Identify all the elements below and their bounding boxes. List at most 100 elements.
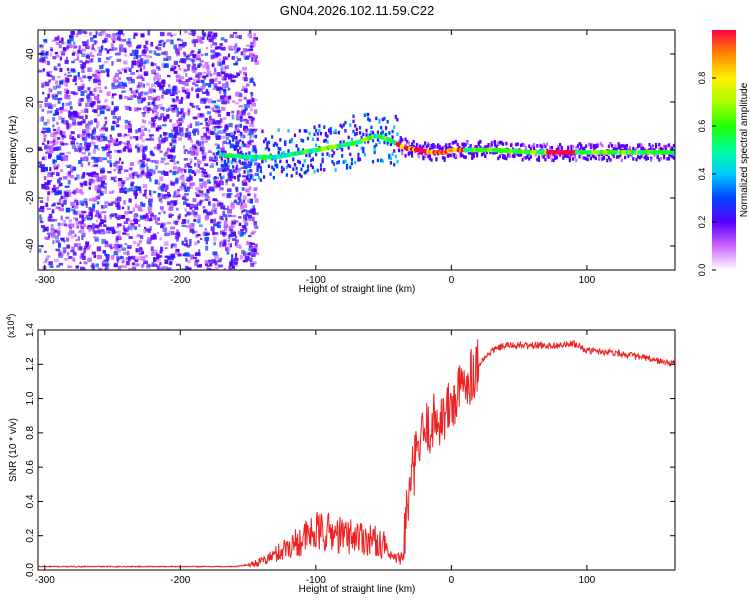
noise-cell xyxy=(178,99,183,104)
bottom-x-tick-label: -300 xyxy=(35,575,55,586)
noise-cell xyxy=(123,54,128,57)
noise-cell xyxy=(138,127,142,133)
noise-cell xyxy=(179,119,184,123)
envelope-cell xyxy=(350,137,354,142)
noise-cell xyxy=(164,91,169,95)
noise-cell xyxy=(99,47,103,50)
noise-cell xyxy=(50,190,53,194)
noise-cell xyxy=(247,234,252,238)
noise-cell xyxy=(86,142,92,148)
envelope-cell xyxy=(341,148,344,152)
noise-cell xyxy=(49,52,53,57)
noise-cell xyxy=(175,132,180,136)
noise-cell xyxy=(103,214,107,220)
envelope-cell xyxy=(345,163,349,168)
noise-cell xyxy=(129,162,135,166)
noise-cell xyxy=(43,176,47,181)
noise-cell xyxy=(200,137,205,141)
envelope-cell xyxy=(279,138,282,142)
noise-cell xyxy=(184,237,188,242)
noise-cell xyxy=(158,103,163,109)
envelope-cell xyxy=(495,144,498,149)
colorbar-tick-label: 0.8 xyxy=(697,72,707,85)
noise-cell xyxy=(204,198,209,201)
noise-cell xyxy=(57,97,63,101)
noise-cell xyxy=(213,207,217,211)
envelope-cell xyxy=(557,145,560,149)
noise-cell xyxy=(241,209,245,212)
noise-cell xyxy=(207,196,211,201)
envelope-cell xyxy=(663,153,666,157)
noise-cell xyxy=(251,103,257,107)
envelope-cell xyxy=(492,151,495,155)
noise-cell xyxy=(118,236,121,239)
noise-cell xyxy=(93,230,97,235)
noise-cell xyxy=(206,70,210,76)
envelope-cell xyxy=(315,152,318,157)
noise-cell xyxy=(128,173,133,177)
envelope-cell xyxy=(479,145,482,150)
noise-cell xyxy=(64,88,69,94)
noise-cell xyxy=(87,87,91,91)
envelope-cell xyxy=(282,150,285,155)
noise-cell xyxy=(228,48,234,51)
noise-cell xyxy=(68,256,73,259)
noise-cell xyxy=(241,249,245,255)
noise-cell xyxy=(104,127,108,132)
noise-cell xyxy=(199,60,204,63)
noise-cell xyxy=(66,79,70,83)
noise-cell xyxy=(216,146,221,150)
noise-cell xyxy=(176,111,180,117)
noise-cell xyxy=(172,144,176,149)
envelope-cell xyxy=(430,145,433,150)
noise-cell xyxy=(205,46,209,50)
noise-cell xyxy=(211,120,217,123)
noise-cell xyxy=(95,230,101,233)
envelope-cell xyxy=(344,129,347,133)
noise-cell xyxy=(66,224,69,227)
noise-cell xyxy=(138,224,141,227)
noise-cell xyxy=(114,79,119,84)
noise-cell xyxy=(151,83,156,88)
envelope-cell xyxy=(472,154,475,159)
envelope-cell xyxy=(264,146,267,151)
noise-cell xyxy=(139,188,142,194)
noise-cell xyxy=(205,241,208,245)
noise-cell xyxy=(102,146,105,152)
noise-cell xyxy=(102,136,108,142)
noise-cell xyxy=(122,33,125,36)
noise-cell xyxy=(209,263,213,267)
envelope-cell xyxy=(375,116,378,121)
noise-cell xyxy=(175,98,181,103)
noise-cell xyxy=(136,148,140,153)
envelope-cell xyxy=(624,155,627,160)
noise-cell xyxy=(128,143,132,149)
noise-cell xyxy=(106,227,112,231)
noise-cell xyxy=(254,198,259,203)
noise-cell xyxy=(43,155,47,161)
noise-cell xyxy=(114,243,120,249)
noise-cell xyxy=(249,122,255,128)
noise-cell xyxy=(219,118,223,123)
noise-cell xyxy=(65,164,70,167)
noise-cell xyxy=(70,30,75,35)
noise-cell xyxy=(188,168,193,174)
envelope-cell xyxy=(619,153,622,158)
noise-cell xyxy=(94,86,98,92)
noise-cell xyxy=(211,100,217,104)
envelope-cell xyxy=(393,162,396,167)
noise-cell xyxy=(140,215,145,220)
noise-cell xyxy=(52,95,56,100)
noise-cell xyxy=(118,77,121,80)
envelope-cell xyxy=(671,154,674,159)
noise-cell xyxy=(39,217,43,221)
noise-cell xyxy=(79,223,83,227)
envelope-cell xyxy=(593,144,596,148)
noise-cell xyxy=(232,183,235,187)
noise-cell xyxy=(78,246,83,251)
noise-cell xyxy=(56,84,61,89)
noise-cell xyxy=(216,203,221,207)
envelope-cell xyxy=(578,142,581,146)
noise-cell xyxy=(240,229,244,232)
noise-cell xyxy=(79,85,85,89)
